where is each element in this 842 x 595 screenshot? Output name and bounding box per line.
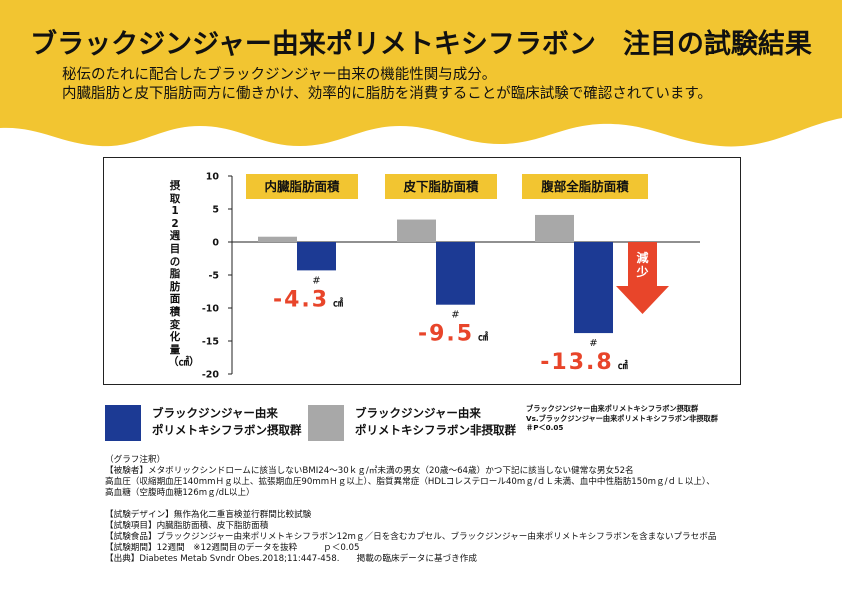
notes-line: 高血圧（収縮期血圧140mmＨｇ以上、拡張期血圧90mmＨｇ以上）、脂質異常症（…: [105, 477, 715, 487]
page-subtitle: 秘伝のたれに配合したブラックジンジャー由来の機能性関与成分。 内臓脂肪と皮下脂肪…: [62, 66, 712, 104]
legend-active-line-2: ポリメトキシフラボン摂取群: [152, 423, 302, 437]
significance-note-line-1: ブラックジンジャー由来ポリメトキシフラボン摂取群: [526, 404, 699, 413]
chart-frame: [103, 157, 741, 385]
notes-line: （グラフ注釈）: [105, 455, 166, 465]
notes-line: 高血糖（空腹時血糖126mｇ/dL以上）: [105, 488, 255, 498]
subtitle-line-1: 秘伝のたれに配合したブラックジンジャー由来の機能性関与成分。: [62, 67, 497, 83]
notes-line: 【被験者】メタボリックシンドロームに該当しないBMI24～30ｋｇ/㎡未満の男女…: [105, 466, 634, 476]
legend-placebo-line-2: ポリメトキシフラボン非摂取群: [355, 423, 516, 437]
significance-note: ブラックジンジャー由来ポリメトキシフラボン摂取群 Vs.ブラックジンジャー由来ポ…: [526, 404, 718, 433]
legend-placebo-line-1: ブラックジンジャー由来: [355, 406, 481, 420]
legend-label-placebo: ブラックジンジャー由来 ポリメトキシフラボン非摂取群: [355, 405, 516, 439]
significance-note-line-2: Vs.ブラックジンジャー由来ポリメトキシフラボン非摂取群: [526, 413, 718, 423]
legend-swatch-active: [105, 405, 141, 441]
yellow-banner: [0, 0, 842, 147]
legend-active-line-1: ブラックジンジャー由来: [152, 406, 278, 420]
notes-line: 【試験食品】ブラックジンジャー由来ポリメトキシフラボン12mｇ／日を含むカプセル…: [105, 532, 717, 542]
notes-line: 【試験デザイン】無作為化二重盲検並行群間比較試験: [105, 510, 312, 520]
legend-label-active: ブラックジンジャー由来 ポリメトキシフラボン摂取群: [152, 405, 302, 439]
legend-swatch-placebo: [308, 405, 344, 441]
significance-note-line-3: ＃P＜0.05: [526, 423, 564, 432]
y-axis-label: 摂取12週目の脂肪面積変化量（㎠）: [168, 180, 200, 369]
notes-line: 【出典】Diabetes Metab Svndr Obes.2018;11:44…: [105, 554, 477, 564]
notes-line: 【試験項目】内臓脂肪面積、皮下脂肪面積: [105, 521, 269, 531]
subtitle-line-2: 内臓脂肪と皮下脂肪両方に働きかけ、効率的に脂肪を消費することが臨床試験で確認され…: [62, 86, 712, 102]
page-title: ブラックジンジャー由来ポリメトキシフラボン 注目の試験結果: [30, 29, 812, 60]
notes-line: 【試験期間】12週間 ※12週間目のデータを抜粋 ｐ＜0.05: [105, 543, 360, 553]
